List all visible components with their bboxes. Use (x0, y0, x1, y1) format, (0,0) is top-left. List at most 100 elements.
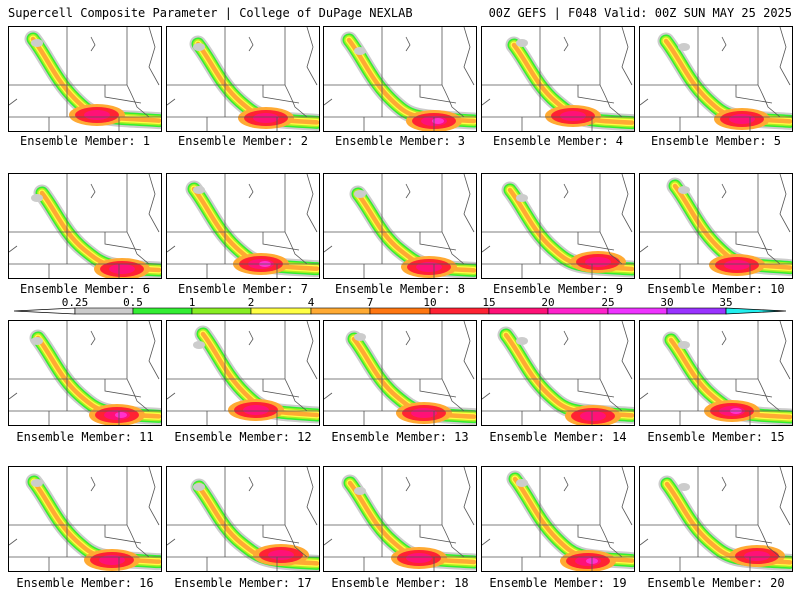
color-scale-legend (13, 307, 787, 315)
ensemble-member-map (323, 466, 477, 572)
state-border (167, 392, 176, 400)
ensemble-member-map (8, 26, 162, 132)
state-border (441, 231, 465, 265)
member-label: Ensemble Member: 2 (177, 134, 309, 148)
ensemble-member-map (8, 466, 162, 572)
ensemble-member-map (481, 466, 635, 572)
ensemble-member-map (323, 26, 477, 132)
state-border (324, 98, 333, 106)
member-label: Ensemble Member: 18 (331, 576, 469, 590)
state-border (90, 476, 96, 492)
state-border (482, 538, 491, 546)
state-border (167, 538, 176, 546)
legend-tick-label: 1 (188, 296, 196, 309)
state-border (599, 524, 623, 558)
state-border (463, 27, 475, 86)
state-border (104, 525, 142, 544)
member-label: Ensemble Member: 12 (174, 430, 312, 444)
state-border (757, 378, 781, 412)
scp-maximum-magenta (580, 411, 606, 421)
state-border (757, 231, 781, 265)
state-border (104, 232, 142, 251)
state-border (9, 245, 18, 253)
legend-tick-label: 25 (601, 296, 615, 309)
state-border (148, 321, 160, 380)
legend-color-bin (250, 307, 312, 315)
ensemble-member-map (166, 26, 320, 132)
legend-color-bin (547, 307, 609, 315)
state-border (419, 525, 457, 544)
state-border (721, 330, 727, 346)
member-label: Ensemble Member: 13 (331, 430, 469, 444)
state-border (284, 524, 308, 558)
state-border (640, 245, 649, 253)
member-label: Ensemble Member: 7 (177, 282, 309, 296)
ensemble-member-map (166, 173, 320, 279)
state-border (779, 321, 791, 380)
ensemble-member-map (639, 26, 793, 132)
member-label: Ensemble Member: 1 (19, 134, 151, 148)
state-border (126, 84, 150, 118)
member-label: Ensemble Member: 17 (174, 576, 312, 590)
state-border (419, 232, 457, 251)
state-border (104, 85, 142, 104)
state-border (621, 321, 633, 380)
state-border (577, 232, 615, 251)
member-label: Ensemble Member: 10 (647, 282, 785, 296)
scp-shading-green (342, 33, 476, 128)
state-border (621, 467, 633, 526)
scp-shading-gray (354, 333, 366, 341)
ensemble-member-map (323, 320, 477, 426)
state-border (621, 174, 633, 233)
scp-maximum-magenta (109, 264, 135, 274)
legend-color-bin (191, 307, 252, 315)
state-border (405, 330, 411, 346)
state-border (735, 379, 773, 398)
state-border (599, 378, 623, 412)
model-run-info: 00Z GEFS | F048 Valid: 00Z SUN MAY 25 20… (488, 6, 792, 20)
state-border (167, 98, 176, 106)
state-border (306, 27, 318, 86)
state-border (779, 27, 791, 86)
legend-color-bin (429, 307, 490, 315)
scp-maximum-magenta (729, 114, 755, 124)
scp-maximum-magenta (99, 555, 125, 565)
legend-tick-label: 0.5 (123, 296, 143, 309)
state-border (248, 36, 254, 52)
legend-color-bin (607, 307, 668, 315)
member-label: Ensemble Member: 8 (334, 282, 466, 296)
member-label: Ensemble Member: 5 (650, 134, 782, 148)
state-border (721, 476, 727, 492)
scp-shading-gray (678, 186, 690, 194)
member-label: Ensemble Member: 4 (492, 134, 624, 148)
ensemble-member-map (481, 320, 635, 426)
state-border (262, 525, 300, 544)
state-border (599, 84, 623, 118)
state-border (419, 379, 457, 398)
state-border (167, 245, 176, 253)
ensemble-member-map (323, 173, 477, 279)
state-border (126, 231, 150, 265)
scp-maximum-pink (115, 412, 127, 418)
state-border (248, 476, 254, 492)
scp-maximum-magenta (744, 551, 770, 561)
scp-shading-gray (193, 483, 205, 491)
scp-maximum-magenta (411, 408, 437, 418)
scp-shading-gray (31, 479, 43, 487)
state-border (90, 183, 96, 199)
state-border (248, 330, 254, 346)
ensemble-member-map (166, 320, 320, 426)
ensemble-member-map (8, 173, 162, 279)
legend-color-bin (666, 307, 727, 315)
state-border (779, 174, 791, 233)
legend-tick-label: 30 (660, 296, 674, 309)
state-border (405, 36, 411, 52)
scp-maximum-magenta (253, 113, 279, 123)
state-border (640, 98, 649, 106)
member-label: Ensemble Member: 9 (492, 282, 624, 296)
state-border (104, 379, 142, 398)
scp-maximum-pink (432, 118, 444, 124)
state-border (284, 378, 308, 412)
state-border (405, 476, 411, 492)
state-border (721, 36, 727, 52)
